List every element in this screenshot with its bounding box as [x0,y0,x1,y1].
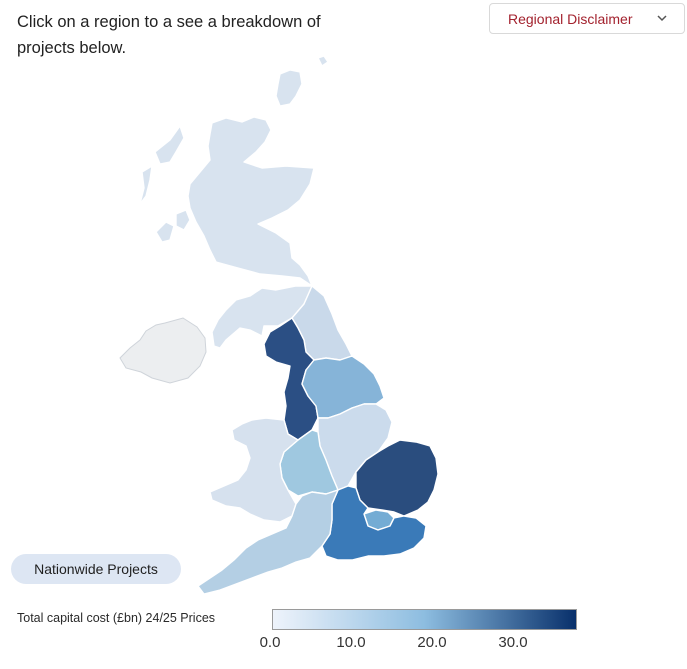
region-scotland[interactable] [187,116,315,349]
uk-regions-map [119,55,439,595]
region-northern-ireland[interactable] [119,317,207,384]
region-scotland-islands[interactable] [139,55,329,243]
color-scale-bar [272,609,577,630]
legend-tick-10: 10.0 [336,634,366,651]
legend-tick-30: 30.0 [498,634,528,651]
intro-text: Click on a region to a see a breakdown o… [17,13,321,57]
legend-tick-20: 20.0 [417,634,447,651]
region-south-west[interactable] [197,489,339,595]
chevron-down-icon [657,15,667,22]
legend-tick-0: 0.0 [259,634,281,651]
region-south-east[interactable] [321,485,427,561]
nationwide-projects-button[interactable]: Nationwide Projects [11,554,181,584]
region-wales[interactable] [209,417,299,523]
regional-disclaimer-dropdown[interactable]: Regional Disclaimer [489,3,685,34]
legend-title: Total capital cost (£bn) 24/25 Prices [17,611,216,625]
regional-disclaimer-label: Regional Disclaimer [508,10,633,27]
